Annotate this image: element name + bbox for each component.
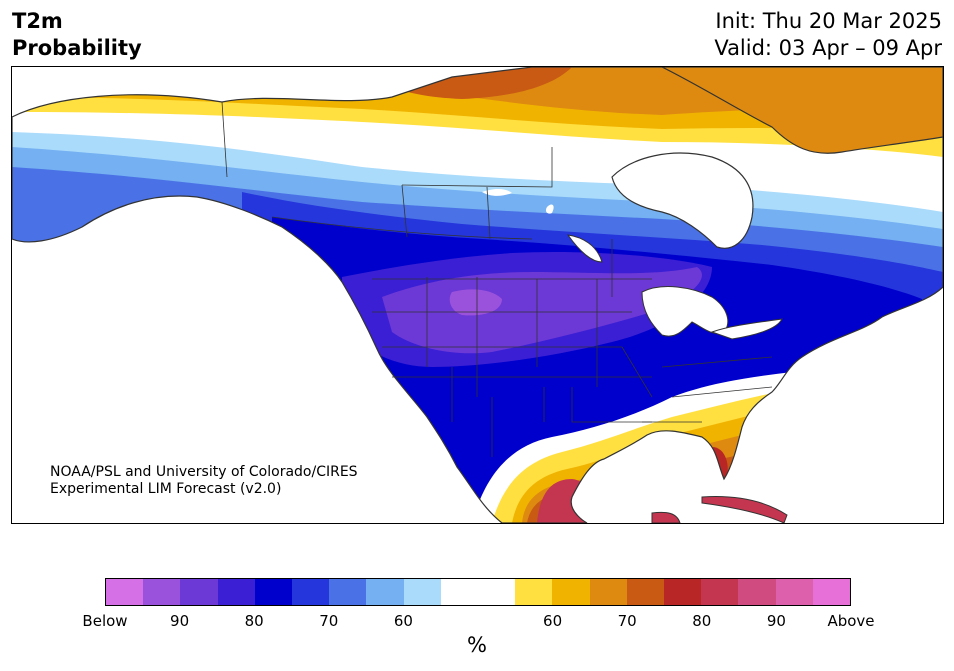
colorbar-swatch [292,579,330,605]
colorbar-swatch [217,579,255,605]
colorbar-swatch [143,579,181,605]
probability-colorbar [105,578,851,606]
colorbar-swatch [701,579,739,605]
colorbar-tick-label: Above [827,612,875,630]
colorbar-swatch [403,579,441,605]
colorbar-swatch [812,579,851,605]
probability-map: NOAA/PSL and University of Colorado/CIRE… [11,66,944,524]
colorbar-tick-labels: Below 90 80 70 60 60 70 80 90 Above [82,612,874,632]
colorbar-swatch [478,579,516,605]
colorbar-swatch [626,579,665,605]
colorbar-tick-label: 70 [617,612,637,630]
colorbar-tick-label: 80 [244,612,264,630]
colorbar-swatch [254,579,293,605]
colorbar-swatch [440,579,479,605]
colorbar-swatch [366,579,404,605]
map-graphic: NOAA/PSL and University of Colorado/CIRE… [12,67,943,523]
credit-line-2: Experimental LIM Forecast (v2.0) [50,481,281,497]
colorbar-swatch [515,579,553,605]
credit-line-1: NOAA/PSL and University of Colorado/CIRE… [50,464,358,480]
colorbar-tick-label: 60 [543,612,563,630]
colorbar-tick-label: 70 [319,612,339,630]
forecast-dates: Init: Thu 20 Mar 2025 Valid: 03 Apr – 09… [714,8,942,62]
colorbar-swatch [664,579,702,605]
valid-range: Valid: 03 Apr – 09 Apr [714,36,942,60]
colorbar-unit: % [467,633,487,657]
colorbar-swatch [180,579,218,605]
colorbar-swatch [738,579,776,605]
title-line-2: Probability [12,36,142,60]
title-line-1: T2m [12,9,63,33]
colorbar-swatch [106,579,144,605]
colorbar-tick-label: 60 [393,612,413,630]
colorbar-swatch [775,579,813,605]
colorbar-tick-label: 80 [692,612,712,630]
colorbar-tick-label: 90 [170,612,190,630]
colorbar-tick-label: 90 [766,612,786,630]
colorbar-swatch [589,579,627,605]
map-title: T2m Probability [12,8,142,62]
colorbar-tick-label: Below [82,612,128,630]
colorbar-swatch [552,579,590,605]
init-date: Init: Thu 20 Mar 2025 [715,9,942,33]
colorbar-swatch [329,579,367,605]
